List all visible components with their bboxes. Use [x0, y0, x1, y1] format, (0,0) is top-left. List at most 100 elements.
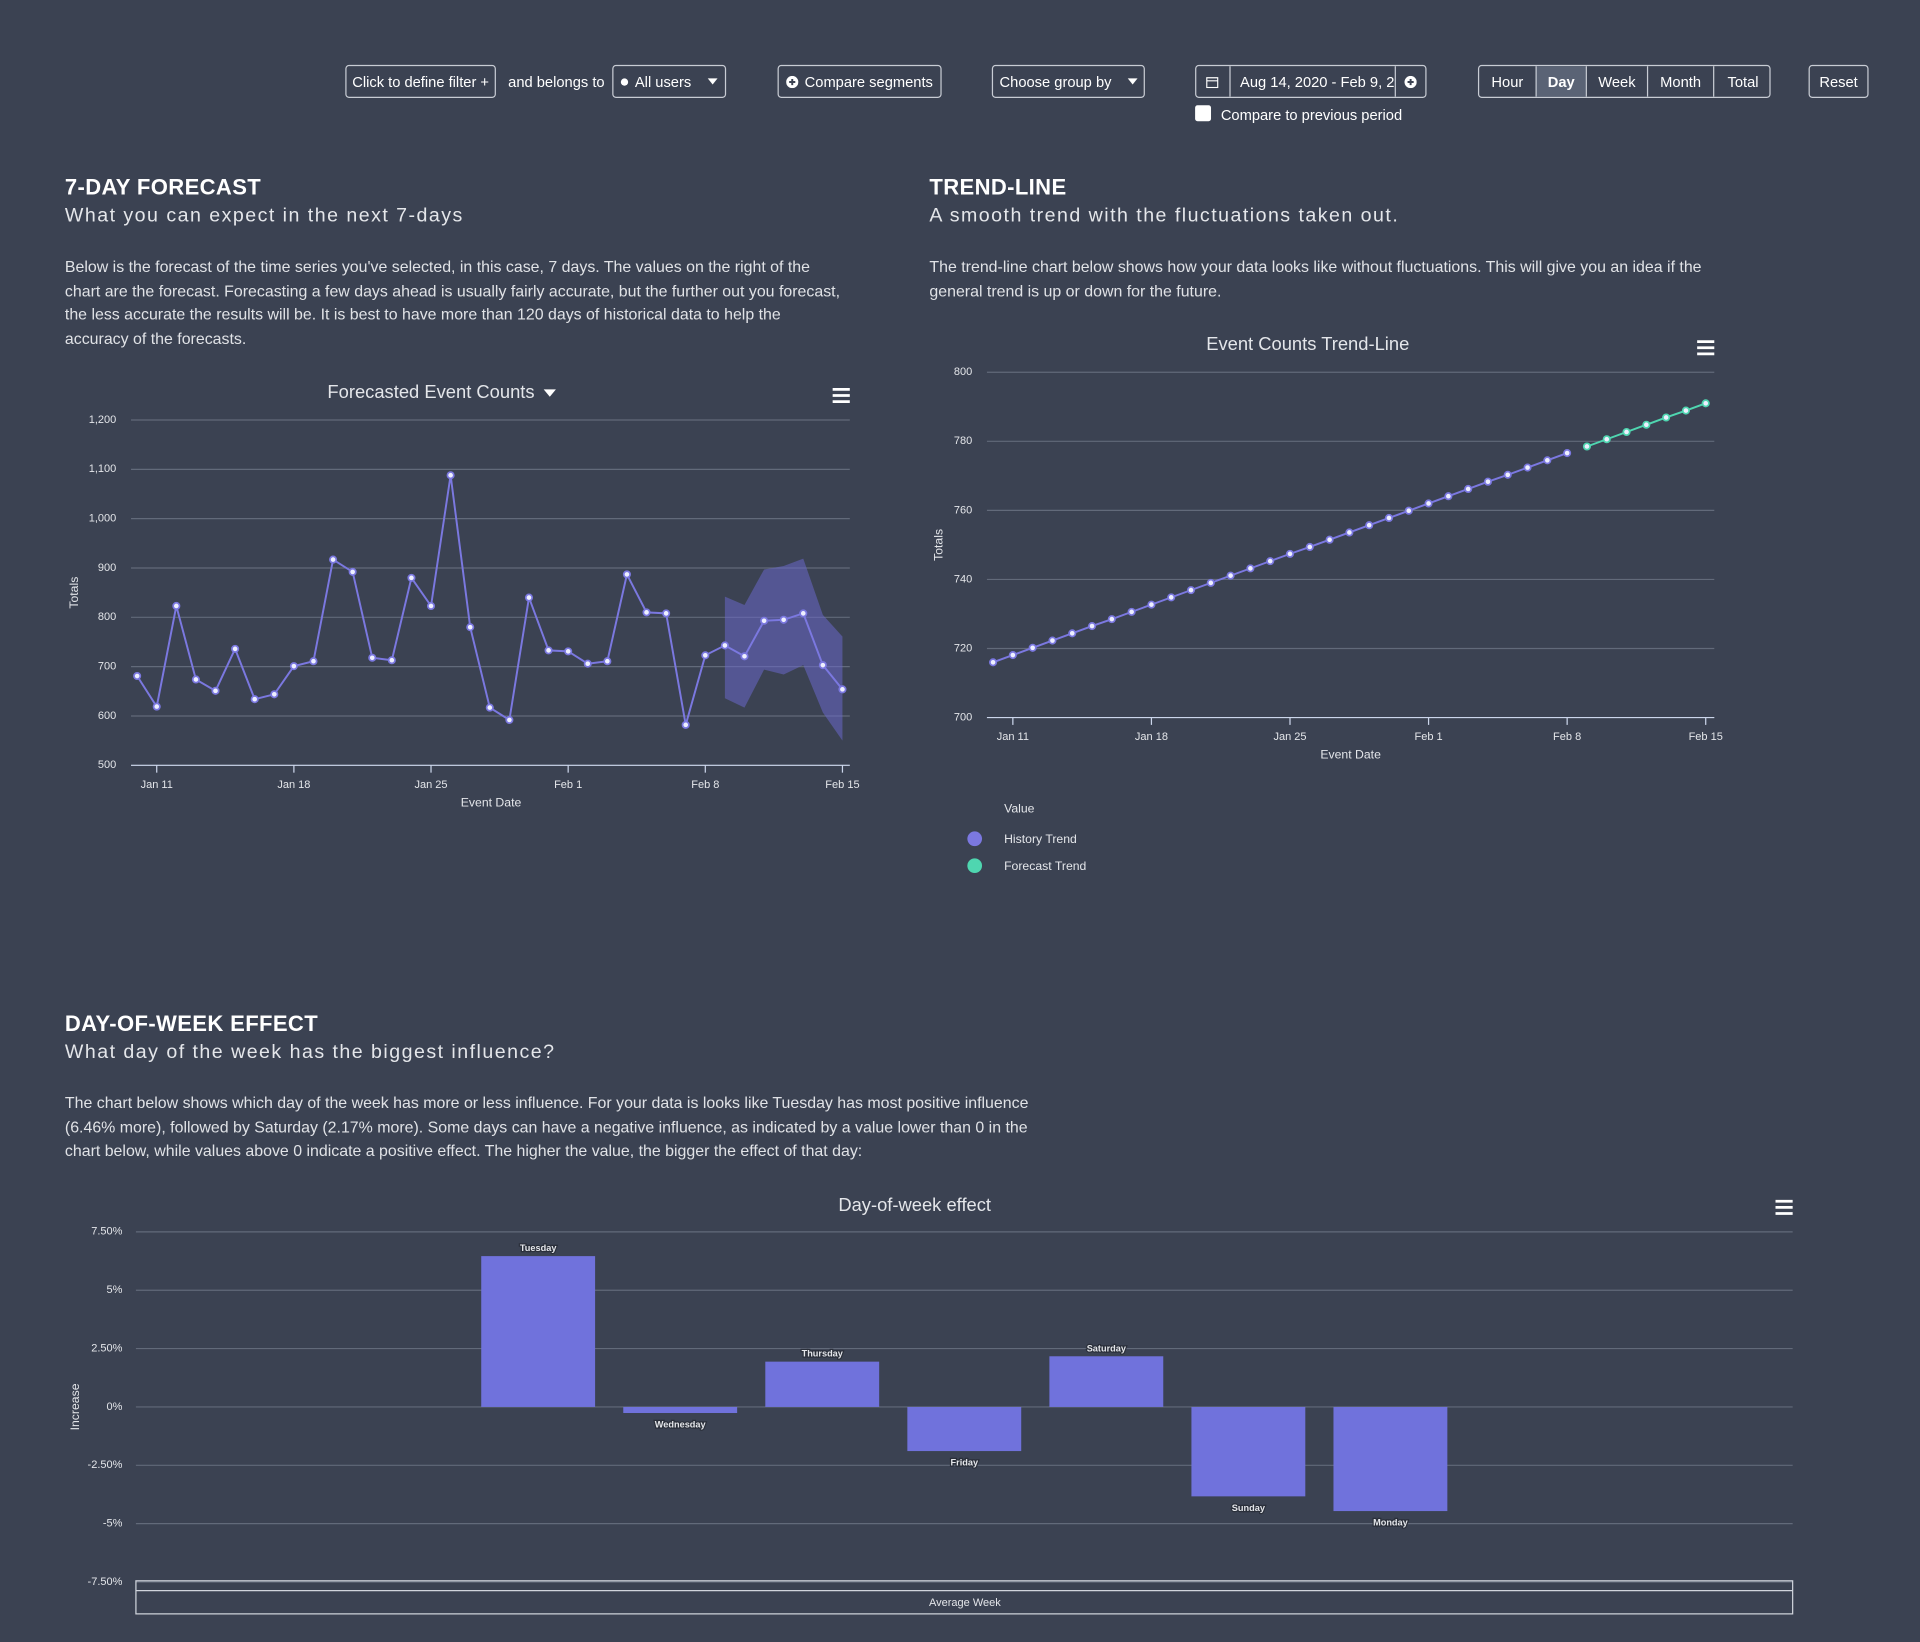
compare-label: Compare segments — [804, 72, 933, 90]
y-tick-label: 0% — [107, 1401, 123, 1413]
point — [407, 573, 416, 582]
section-subheading: A smooth trend with the fluctuations tak… — [929, 205, 1400, 227]
chart-menu[interactable] — [1775, 1199, 1793, 1215]
y-tick-label: 700 — [98, 661, 116, 673]
interval-button[interactable]: Total — [1713, 66, 1769, 97]
y-axis-title: Totals — [931, 529, 945, 561]
x-tick-label: Jan 18 — [1135, 731, 1168, 743]
plus-icon — [786, 75, 799, 88]
point — [1028, 643, 1037, 652]
point — [348, 567, 357, 576]
point — [1384, 513, 1394, 523]
chart-title: Forecasted Event Counts — [327, 381, 534, 402]
bar — [1191, 1406, 1306, 1497]
point — [1246, 564, 1255, 573]
belongs-label: and belongs to — [508, 73, 605, 91]
bar-label: Thursday — [802, 1349, 844, 1359]
point — [1444, 492, 1453, 501]
point — [1563, 449, 1572, 458]
title-caret[interactable] — [543, 389, 556, 397]
date-range[interactable]: Aug 14, 2020 - Feb 9, 2020 — [1195, 64, 1427, 98]
point — [466, 623, 475, 632]
y-tick-label: 5% — [107, 1284, 123, 1296]
point — [426, 601, 436, 611]
point — [1483, 477, 1492, 486]
date-add-icon[interactable] — [1395, 66, 1425, 97]
point — [1107, 615, 1116, 624]
point — [368, 653, 377, 662]
section-subheading: What day of the week has the biggest inf… — [64, 1042, 556, 1063]
interval-button[interactable]: Day — [1535, 66, 1586, 97]
caret-icon — [707, 78, 717, 85]
group-by-label: Choose group by — [999, 72, 1112, 90]
chart-title: Day-of-week effect — [838, 1194, 991, 1215]
y-tick-label: 500 — [98, 759, 116, 771]
date-range-text[interactable]: Aug 14, 2020 - Feb 9, 2020 — [1240, 72, 1395, 90]
group-by-dropdown[interactable]: Choose group by — [991, 64, 1145, 98]
series-line — [992, 452, 1568, 664]
legend-label: Forecast Trend — [1004, 859, 1086, 873]
point — [799, 609, 808, 618]
bar-label: Monday — [1373, 1518, 1409, 1528]
point — [250, 695, 259, 704]
calendar-icon — [1196, 66, 1231, 97]
point — [289, 662, 298, 671]
point — [152, 702, 161, 711]
legend-label: History Trend — [1004, 832, 1077, 846]
point — [544, 646, 553, 655]
section-text: Below is the forecast of the time series… — [64, 257, 841, 348]
compare-checkbox[interactable] — [1195, 105, 1212, 122]
point — [740, 652, 749, 661]
interval-button[interactable]: Week — [1585, 66, 1647, 97]
filter-button[interactable]: Click to define filter + — [345, 64, 496, 98]
dot-icon — [621, 77, 629, 86]
point — [642, 608, 651, 617]
point — [662, 609, 671, 618]
point — [1186, 586, 1196, 595]
y-tick-label: 2.50% — [91, 1342, 122, 1354]
interval-button[interactable]: Month — [1646, 66, 1713, 97]
chart-menu[interactable] — [832, 388, 850, 403]
point — [211, 686, 220, 695]
point — [524, 593, 534, 602]
section-text: The chart below shows which day of the w… — [64, 1093, 1029, 1160]
point — [1503, 470, 1512, 479]
point — [1285, 549, 1295, 558]
compare-button[interactable]: Compare segments — [777, 64, 942, 98]
y-tick-label: 1,200 — [89, 414, 117, 426]
point — [1147, 600, 1156, 609]
point — [505, 715, 514, 724]
point — [191, 675, 200, 684]
bar-label: Saturday — [1087, 1343, 1127, 1353]
y-axis-title: Increase — [68, 1383, 82, 1430]
point — [387, 656, 396, 665]
bar-label: Friday — [951, 1458, 979, 1468]
point — [1008, 651, 1017, 660]
point — [1681, 406, 1690, 415]
bar — [1333, 1406, 1448, 1512]
users-dropdown[interactable]: All users — [612, 64, 727, 98]
interval-button[interactable]: Hour — [1491, 72, 1524, 90]
point — [1345, 528, 1354, 537]
point — [1365, 521, 1374, 530]
point — [1068, 629, 1077, 638]
y-tick-label: 700 — [954, 711, 972, 723]
point — [1622, 427, 1631, 437]
x-axis-title: Average Week — [929, 1597, 1001, 1609]
bar — [907, 1406, 1022, 1452]
section-heading: 7-DAY FORECAST — [64, 175, 262, 200]
y-tick-label: 7.50% — [91, 1226, 122, 1238]
reset-button[interactable]: Reset — [1808, 64, 1869, 98]
x-tick-label: Jan 18 — [277, 779, 310, 791]
point — [1602, 435, 1611, 444]
chart-menu[interactable] — [1697, 340, 1715, 356]
y-tick-label: 800 — [954, 366, 972, 378]
point — [760, 616, 769, 625]
point — [1662, 413, 1671, 422]
y-axis-title: Totals — [67, 577, 81, 609]
x-tick-label: Feb 1 — [554, 779, 582, 791]
point — [622, 570, 631, 579]
y-tick-label: 720 — [954, 642, 972, 654]
point — [1404, 506, 1413, 515]
point — [1167, 593, 1176, 602]
